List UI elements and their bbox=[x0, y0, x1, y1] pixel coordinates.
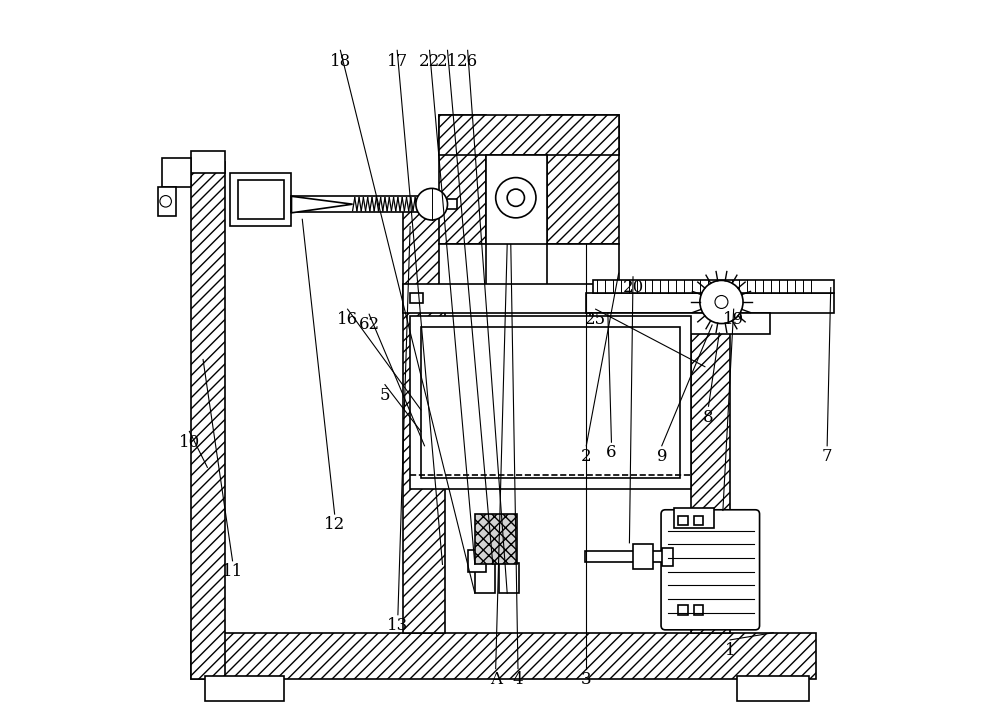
Text: 1: 1 bbox=[725, 642, 735, 659]
Text: 6: 6 bbox=[606, 444, 617, 462]
Bar bbox=[162, 158, 191, 187]
Text: 4: 4 bbox=[513, 671, 523, 688]
Bar bbox=[694, 605, 703, 615]
Bar bbox=[691, 288, 730, 633]
Bar bbox=[238, 180, 284, 219]
Bar bbox=[410, 293, 423, 303]
Bar bbox=[421, 199, 457, 209]
Polygon shape bbox=[291, 196, 353, 213]
Bar bbox=[230, 173, 291, 226]
Bar bbox=[633, 544, 653, 569]
Text: 3: 3 bbox=[581, 671, 592, 688]
Text: 5: 5 bbox=[380, 387, 390, 404]
Bar bbox=[662, 548, 673, 566]
Bar bbox=[475, 514, 517, 564]
Bar bbox=[191, 633, 816, 679]
Bar bbox=[403, 205, 445, 633]
Bar bbox=[678, 605, 688, 615]
Bar bbox=[439, 115, 486, 244]
Text: 13: 13 bbox=[387, 617, 409, 634]
Text: 25: 25 bbox=[585, 311, 606, 329]
Bar bbox=[737, 676, 809, 701]
Text: 18: 18 bbox=[330, 52, 351, 70]
Bar bbox=[674, 508, 714, 528]
Bar bbox=[475, 563, 495, 593]
Text: 22: 22 bbox=[419, 52, 440, 70]
FancyBboxPatch shape bbox=[661, 510, 760, 630]
Text: 12: 12 bbox=[324, 516, 345, 533]
Circle shape bbox=[507, 189, 524, 206]
Bar bbox=[499, 563, 519, 593]
Bar bbox=[205, 676, 284, 701]
Bar bbox=[593, 280, 834, 293]
Bar bbox=[439, 115, 619, 155]
Bar bbox=[439, 244, 486, 288]
Bar bbox=[291, 196, 435, 212]
Text: 20: 20 bbox=[622, 279, 644, 296]
Text: 21: 21 bbox=[437, 52, 458, 70]
Bar bbox=[678, 516, 688, 525]
Bar bbox=[547, 244, 619, 288]
Text: 19: 19 bbox=[723, 311, 744, 329]
Bar bbox=[403, 284, 705, 313]
Bar bbox=[191, 151, 225, 173]
Bar bbox=[410, 316, 691, 489]
Text: 2: 2 bbox=[581, 448, 592, 465]
Bar bbox=[547, 115, 619, 244]
Circle shape bbox=[416, 188, 448, 220]
Text: 17: 17 bbox=[387, 52, 408, 70]
Bar bbox=[585, 551, 668, 562]
Bar bbox=[590, 313, 770, 334]
Circle shape bbox=[700, 280, 743, 324]
Circle shape bbox=[715, 296, 728, 308]
Text: 10: 10 bbox=[179, 434, 200, 451]
Text: 26: 26 bbox=[457, 52, 478, 70]
Text: 62: 62 bbox=[359, 316, 380, 334]
Text: 8: 8 bbox=[703, 408, 714, 426]
Bar bbox=[694, 516, 703, 525]
Bar bbox=[586, 293, 834, 313]
Text: 16: 16 bbox=[337, 311, 358, 329]
Bar bbox=[421, 327, 680, 478]
Bar bbox=[486, 155, 547, 244]
Bar bbox=[468, 550, 486, 572]
Circle shape bbox=[160, 196, 171, 207]
Bar bbox=[191, 162, 225, 679]
Circle shape bbox=[496, 178, 536, 218]
Text: 11: 11 bbox=[222, 563, 243, 580]
Bar bbox=[158, 187, 176, 216]
Text: A: A bbox=[490, 671, 502, 688]
Text: 9: 9 bbox=[657, 448, 667, 465]
Text: 7: 7 bbox=[822, 448, 832, 465]
